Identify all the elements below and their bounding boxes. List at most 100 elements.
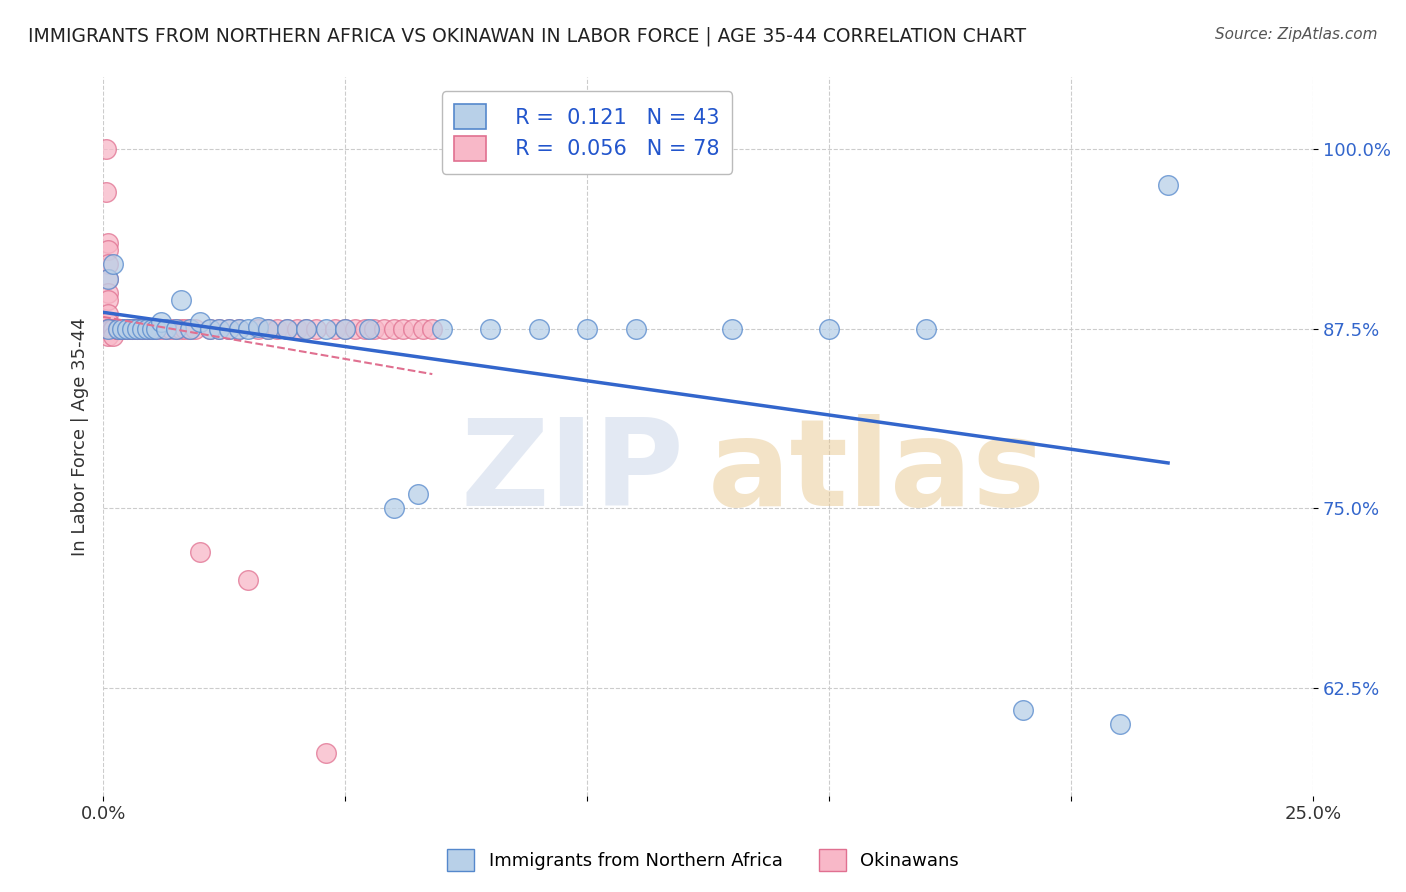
Point	[363, 322, 385, 336]
Point	[97, 235, 120, 250]
Point	[402, 322, 425, 336]
Text: Source: ZipAtlas.com: Source: ZipAtlas.com	[1215, 27, 1378, 42]
Point	[97, 293, 120, 307]
Point	[247, 322, 270, 336]
Point	[238, 574, 260, 588]
Point	[125, 322, 148, 336]
Point	[373, 322, 395, 336]
Point	[101, 257, 124, 271]
Point	[576, 322, 599, 336]
Point	[1157, 178, 1180, 193]
Point	[527, 322, 550, 336]
Point	[97, 322, 120, 336]
Point	[160, 322, 183, 336]
Point	[111, 322, 134, 336]
Y-axis label: In Labor Force | Age 35-44: In Labor Force | Age 35-44	[72, 318, 89, 556]
Point	[125, 322, 148, 336]
Point	[305, 322, 328, 336]
Point	[333, 322, 356, 336]
Point	[315, 746, 337, 760]
Point	[101, 322, 124, 336]
Point	[97, 329, 120, 343]
Point	[107, 322, 129, 336]
Point	[94, 186, 117, 200]
Point	[141, 322, 163, 336]
Text: ZIP: ZIP	[460, 414, 683, 531]
Point	[107, 322, 129, 336]
Legend: Immigrants from Northern Africa, Okinawans: Immigrants from Northern Africa, Okinawa…	[440, 842, 966, 879]
Point	[97, 285, 120, 300]
Point	[1108, 717, 1130, 731]
Point	[256, 322, 278, 336]
Point	[155, 322, 177, 336]
Point	[135, 322, 157, 336]
Point	[169, 322, 191, 336]
Point	[97, 308, 120, 322]
Point	[228, 322, 250, 336]
Point	[266, 322, 288, 336]
Point	[721, 322, 744, 336]
Point	[188, 544, 211, 558]
Point	[97, 257, 120, 271]
Point	[107, 322, 129, 336]
Point	[101, 322, 124, 336]
Point	[165, 322, 187, 336]
Point	[295, 322, 318, 336]
Point	[184, 322, 207, 336]
Point	[111, 322, 134, 336]
Point	[117, 322, 139, 336]
Point	[97, 271, 120, 285]
Point	[97, 243, 120, 257]
Point	[131, 322, 153, 336]
Point	[179, 322, 201, 336]
Point	[135, 322, 157, 336]
Point	[97, 322, 120, 336]
Point	[121, 322, 143, 336]
Point	[479, 322, 502, 336]
Point	[97, 322, 120, 336]
Point	[107, 322, 129, 336]
Point	[256, 322, 278, 336]
Point	[382, 501, 405, 516]
Point	[343, 322, 366, 336]
Point	[420, 322, 443, 336]
Point	[111, 322, 134, 336]
Point	[218, 322, 240, 336]
Point	[131, 322, 153, 336]
Point	[295, 322, 318, 336]
Point	[121, 322, 143, 336]
Point	[155, 322, 177, 336]
Point	[107, 322, 129, 336]
Point	[94, 142, 117, 156]
Point	[117, 322, 139, 336]
Point	[97, 322, 120, 336]
Point	[131, 322, 153, 336]
Point	[818, 322, 841, 336]
Point	[141, 322, 163, 336]
Point	[101, 322, 124, 336]
Point	[382, 322, 405, 336]
Point	[174, 322, 197, 336]
Point	[101, 322, 124, 336]
Point	[208, 322, 231, 336]
Point	[150, 322, 173, 336]
Point	[412, 322, 434, 336]
Point	[97, 271, 120, 285]
Point	[100, 322, 122, 336]
Point	[276, 322, 298, 336]
Point	[915, 322, 938, 336]
Point	[247, 320, 270, 334]
Point	[198, 322, 221, 336]
Point	[392, 322, 415, 336]
Point	[97, 315, 120, 329]
Point	[145, 322, 167, 336]
Point	[198, 322, 221, 336]
Point	[333, 322, 356, 336]
Point	[228, 322, 250, 336]
Point	[135, 322, 157, 336]
Point	[325, 322, 347, 336]
Point	[145, 322, 167, 336]
Point	[165, 322, 187, 336]
Point	[101, 329, 124, 343]
Text: atlas: atlas	[709, 414, 1046, 531]
